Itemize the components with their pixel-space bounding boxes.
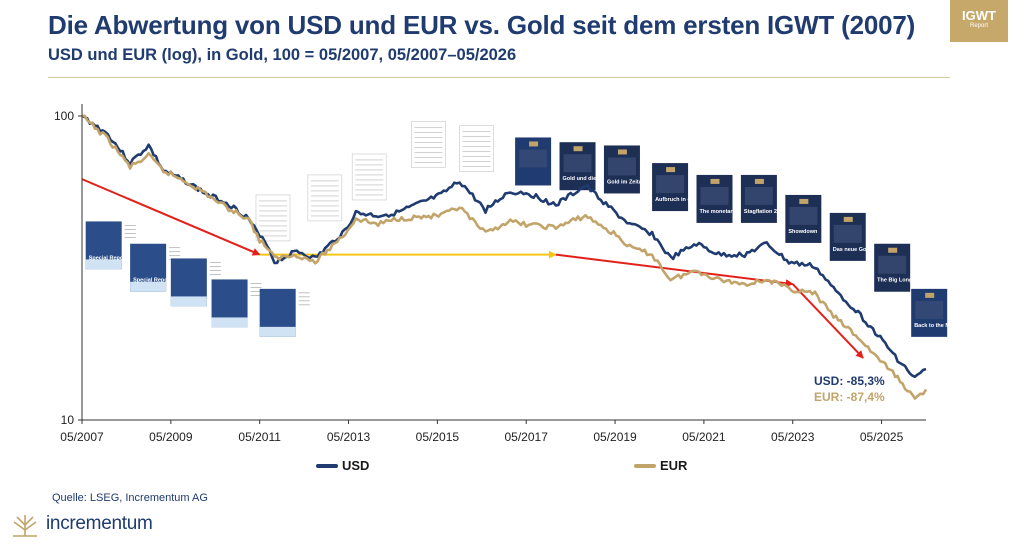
- cover-band: [259, 326, 296, 337]
- cover-image: [833, 224, 862, 243]
- report-cover: Stagflation 2.0: [740, 174, 782, 223]
- report-cover: The Big Long: [874, 243, 912, 292]
- cover-title: Showdown: [788, 229, 818, 235]
- cover-image: [700, 186, 729, 205]
- cover-badge: [666, 167, 676, 173]
- cover-badge: [710, 178, 720, 184]
- red-arrow: [555, 253, 794, 288]
- report-cover: Das neue Gold-Playbook: [829, 212, 899, 261]
- cover-image: [915, 300, 944, 319]
- cover-title: Stagflation 2.0: [744, 209, 782, 215]
- report-cover: [411, 121, 446, 168]
- report-cover: [259, 288, 310, 337]
- cover-image: [656, 175, 685, 194]
- eur-line: [81, 114, 928, 400]
- source-note: Quelle: LSEG, Incrementum AG: [52, 492, 208, 504]
- red-arrow: [81, 178, 261, 256]
- cover-title: Back to the Monetary Future: [914, 323, 988, 329]
- legend-eur: EUR: [634, 458, 687, 473]
- cover-title: Special Report Gold: [133, 278, 186, 284]
- cover-image: [744, 186, 773, 205]
- report-cover: [459, 125, 494, 172]
- eur-end-label: EUR: -87,4%: [814, 390, 885, 404]
- cover-image: [607, 157, 636, 176]
- cover-frame: [307, 174, 343, 222]
- header-divider: [48, 77, 950, 78]
- igwt-badge: IGWT Report: [950, 0, 1008, 42]
- report-cover: Special Report: [85, 221, 136, 270]
- cover-title: Das neue Gold-Playbook: [833, 247, 899, 253]
- legend-usd-label: USD: [342, 458, 370, 473]
- x-tick-label: 05/2025: [860, 430, 904, 444]
- badge-subtitle: Report: [969, 23, 988, 29]
- cover-frame: [351, 153, 387, 201]
- cover-badge: [888, 247, 898, 253]
- cover-image: [878, 255, 907, 274]
- cover-band: [211, 317, 248, 328]
- report-cover: [170, 258, 221, 307]
- x-tick-label: 05/2021: [682, 430, 726, 444]
- legend-eur-swatch: [634, 463, 656, 468]
- y-tick-label: 100: [54, 109, 74, 123]
- legend-usd-swatch: [316, 463, 338, 468]
- legend-eur-label: EUR: [660, 458, 688, 473]
- cover-title: The Big Long: [877, 278, 912, 284]
- logo-text: incrementum: [46, 513, 153, 534]
- usd-line: [81, 114, 927, 379]
- legend-usd: USD: [316, 458, 369, 473]
- report-cover: [255, 194, 291, 242]
- cover-image: [789, 206, 818, 225]
- cover-badge: [799, 198, 809, 204]
- cover-frame: [255, 194, 291, 242]
- cover-title: Special Report: [89, 255, 128, 261]
- cover-band: [130, 281, 167, 292]
- x-tick-label: 05/2015: [416, 430, 460, 444]
- series-lines: [81, 114, 928, 400]
- x-tick-label: 05/2013: [327, 430, 371, 444]
- report-cover: The monetary climate change: [696, 174, 777, 223]
- report-cover: [307, 174, 343, 222]
- report-cover: Back to the Monetary Future: [911, 288, 988, 337]
- report-cover: [515, 137, 552, 186]
- x-tick-label: 05/2007: [60, 430, 104, 444]
- cover-badge: [529, 141, 539, 147]
- report-cover: Showdown: [785, 194, 822, 243]
- cover-title: The monetary climate change: [699, 209, 776, 215]
- cover-frame: [411, 121, 446, 168]
- wheat-icon: [13, 515, 37, 537]
- cover-image: [563, 154, 592, 173]
- badge-title: IGWT: [962, 8, 996, 23]
- report-cover: Special Report Gold: [130, 243, 186, 292]
- trend-arrows: [81, 178, 864, 359]
- cover-image: [519, 149, 548, 168]
- x-tick-label: 05/2011: [238, 430, 281, 444]
- cover-frame: [459, 125, 494, 172]
- x-tick-label: 05/2017: [505, 430, 549, 444]
- cover-badge: [617, 149, 627, 155]
- x-tick-label: 05/2023: [771, 430, 815, 444]
- cover-badge: [843, 216, 853, 222]
- incrementum-logo: incrementum: [10, 511, 153, 537]
- axes: 100 10 05/2007 05/2009 05/2011 05/2013 05/2015…: [54, 104, 926, 444]
- report-cover: Gold im Zeitalter der Gleichstandsinflat…: [603, 145, 719, 194]
- cover-badge: [754, 178, 764, 184]
- cover-badge: [925, 292, 935, 298]
- cover-band: [170, 296, 207, 307]
- cover-badge: [573, 146, 583, 152]
- y-tick-label: 10: [61, 413, 75, 427]
- usd-end-label: USD: -85,3%: [814, 374, 885, 388]
- x-tick-label: 05/2009: [149, 430, 193, 444]
- red-arrow: [792, 283, 864, 359]
- report-cover: [211, 279, 262, 328]
- cover-band: [85, 259, 122, 270]
- chart-subtitle: USD und EUR (log), in Gold, 100 = 05/200…: [48, 46, 517, 64]
- report-cover: [351, 153, 387, 201]
- chart-title: Die Abwertung von USD und EUR vs. Gold s…: [48, 10, 916, 40]
- x-tick-label: 05/2019: [593, 430, 637, 444]
